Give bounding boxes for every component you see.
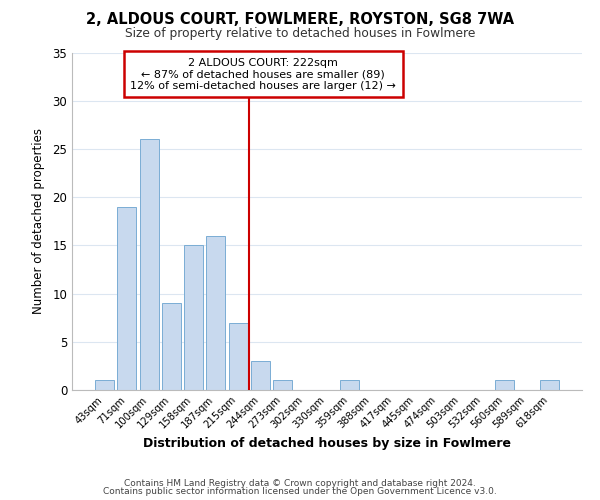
Text: 2, ALDOUS COURT, FOWLMERE, ROYSTON, SG8 7WA: 2, ALDOUS COURT, FOWLMERE, ROYSTON, SG8 … <box>86 12 514 28</box>
Bar <box>496 380 514 390</box>
Bar <box>229 322 248 390</box>
Bar <box>273 380 292 390</box>
Bar <box>118 207 136 390</box>
Bar <box>140 140 158 390</box>
Text: Size of property relative to detached houses in Fowlmere: Size of property relative to detached ho… <box>125 28 475 40</box>
Text: 2 ALDOUS COURT: 222sqm
← 87% of detached houses are smaller (89)
12% of semi-det: 2 ALDOUS COURT: 222sqm ← 87% of detached… <box>130 58 396 91</box>
Bar <box>206 236 225 390</box>
Bar <box>95 380 114 390</box>
Bar <box>540 380 559 390</box>
Text: Contains public sector information licensed under the Open Government Licence v3: Contains public sector information licen… <box>103 487 497 496</box>
Bar <box>184 246 203 390</box>
Y-axis label: Number of detached properties: Number of detached properties <box>32 128 46 314</box>
Text: Contains HM Land Registry data © Crown copyright and database right 2024.: Contains HM Land Registry data © Crown c… <box>124 478 476 488</box>
Bar <box>251 361 270 390</box>
Bar <box>340 380 359 390</box>
X-axis label: Distribution of detached houses by size in Fowlmere: Distribution of detached houses by size … <box>143 438 511 450</box>
Bar <box>162 303 181 390</box>
